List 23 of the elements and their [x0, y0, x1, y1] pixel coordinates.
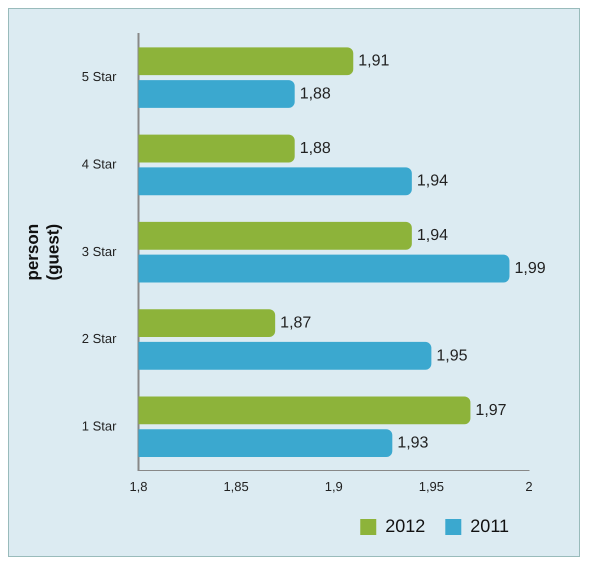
x-tick-label: 2 — [525, 478, 533, 494]
data-label: 1,95 — [436, 347, 468, 364]
y-axis-title: person (guest) — [22, 224, 62, 281]
x-tick-label: 1,95 — [418, 478, 444, 494]
data-label: 1,94 — [416, 172, 448, 190]
x-tick-label: 1,85 — [223, 478, 249, 494]
data-label: 1,94 — [416, 227, 448, 244]
y-tick-label: 5 Star — [82, 69, 118, 84]
y-tick-label: 1 Star — [82, 418, 118, 434]
y-tick-label: 2 Star — [82, 331, 118, 346]
legend-label: 2011 — [470, 516, 510, 536]
data-label: 1,87 — [280, 314, 312, 332]
y-tick-label: 3 Star — [82, 244, 118, 259]
data-label: 1,97 — [475, 402, 507, 419]
data-label: 1,91 — [358, 52, 390, 70]
data-label: 1,88 — [300, 85, 331, 102]
legend-label: 2012 — [385, 516, 426, 536]
x-tick-label: 1,9 — [324, 478, 343, 494]
x-tick-label: 1,8 — [129, 478, 148, 494]
data-label: 1,88 — [300, 140, 331, 157]
data-label: 1,99 — [514, 260, 546, 277]
data-label: 1,93 — [397, 434, 429, 452]
y-tick-label: 4 Star — [82, 156, 118, 172]
